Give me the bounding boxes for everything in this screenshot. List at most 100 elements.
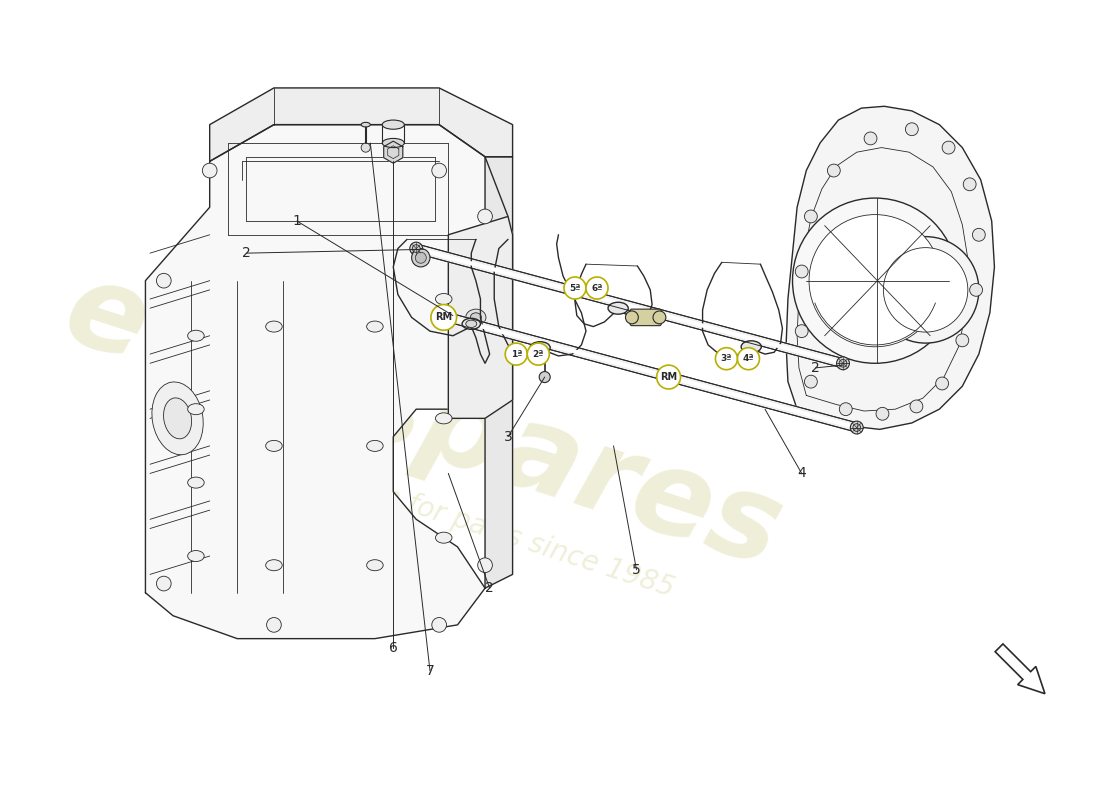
Ellipse shape (535, 344, 546, 351)
Circle shape (865, 132, 877, 145)
Text: 6: 6 (388, 641, 398, 655)
Ellipse shape (266, 560, 283, 570)
Ellipse shape (382, 138, 405, 147)
Text: 6ª: 6ª (592, 283, 603, 293)
Circle shape (792, 198, 958, 363)
Text: RM: RM (660, 372, 678, 382)
Ellipse shape (382, 120, 405, 130)
Circle shape (970, 283, 982, 296)
Ellipse shape (164, 398, 191, 439)
Circle shape (416, 252, 427, 263)
Circle shape (872, 237, 979, 343)
Circle shape (202, 163, 217, 178)
Ellipse shape (188, 550, 205, 562)
Circle shape (539, 371, 550, 382)
Ellipse shape (188, 477, 205, 488)
Polygon shape (449, 217, 513, 418)
Ellipse shape (152, 382, 204, 454)
Ellipse shape (465, 320, 476, 327)
Text: 3: 3 (504, 430, 513, 444)
Circle shape (477, 209, 493, 224)
Ellipse shape (366, 440, 383, 451)
Polygon shape (384, 141, 403, 163)
Circle shape (956, 334, 969, 346)
Text: 2ª: 2ª (532, 350, 544, 358)
Circle shape (412, 245, 420, 253)
Circle shape (442, 311, 454, 324)
Circle shape (564, 277, 586, 299)
Ellipse shape (188, 330, 205, 342)
Circle shape (852, 424, 860, 431)
Circle shape (876, 407, 889, 420)
Circle shape (626, 311, 638, 324)
Circle shape (432, 163, 447, 178)
Text: eurospares: eurospares (51, 252, 796, 592)
Circle shape (653, 311, 666, 324)
Text: 4: 4 (798, 466, 806, 481)
Polygon shape (447, 313, 858, 432)
Ellipse shape (436, 294, 452, 305)
FancyBboxPatch shape (630, 309, 661, 326)
Text: 4ª: 4ª (742, 354, 755, 363)
Circle shape (808, 214, 942, 346)
Circle shape (657, 365, 681, 389)
Ellipse shape (266, 321, 283, 332)
Circle shape (804, 210, 817, 223)
Ellipse shape (366, 560, 383, 570)
Polygon shape (786, 106, 994, 430)
Circle shape (431, 305, 456, 330)
Circle shape (839, 359, 847, 367)
Circle shape (795, 265, 808, 278)
Text: RM: RM (436, 312, 452, 322)
Circle shape (527, 343, 549, 365)
Circle shape (942, 141, 955, 154)
Ellipse shape (741, 341, 761, 353)
Circle shape (804, 375, 817, 388)
Circle shape (964, 178, 976, 190)
Circle shape (827, 164, 840, 177)
Ellipse shape (608, 302, 628, 314)
Circle shape (410, 242, 422, 255)
Ellipse shape (530, 342, 550, 354)
Ellipse shape (462, 318, 481, 330)
Circle shape (444, 314, 452, 322)
Ellipse shape (366, 321, 383, 332)
Circle shape (972, 228, 986, 242)
FancyArrow shape (996, 644, 1045, 694)
Circle shape (266, 618, 282, 632)
Polygon shape (210, 88, 513, 162)
Circle shape (905, 123, 918, 136)
Text: 5: 5 (632, 563, 641, 577)
Circle shape (411, 249, 430, 267)
Text: 7: 7 (426, 664, 434, 678)
Ellipse shape (436, 413, 452, 424)
Circle shape (883, 248, 968, 332)
Circle shape (936, 377, 948, 390)
Ellipse shape (471, 313, 482, 322)
Circle shape (850, 421, 864, 434)
Polygon shape (485, 157, 513, 588)
Text: 1ª: 1ª (510, 350, 521, 358)
Text: 3ª: 3ª (720, 354, 733, 363)
Ellipse shape (188, 404, 205, 414)
Text: 2: 2 (811, 361, 819, 375)
Polygon shape (415, 244, 844, 368)
Circle shape (839, 402, 853, 416)
Circle shape (586, 277, 608, 299)
Ellipse shape (465, 309, 486, 326)
Circle shape (715, 348, 737, 370)
Circle shape (477, 558, 493, 573)
Circle shape (837, 357, 849, 370)
Text: 2: 2 (485, 581, 494, 595)
Circle shape (505, 343, 527, 365)
Ellipse shape (436, 532, 452, 543)
Polygon shape (145, 125, 508, 638)
Circle shape (156, 274, 172, 288)
Text: 1: 1 (293, 214, 301, 228)
Circle shape (737, 348, 759, 370)
Circle shape (795, 325, 808, 338)
Text: 2: 2 (242, 246, 251, 260)
Circle shape (361, 143, 371, 152)
Text: 5ª: 5ª (570, 283, 581, 293)
Ellipse shape (361, 122, 371, 127)
